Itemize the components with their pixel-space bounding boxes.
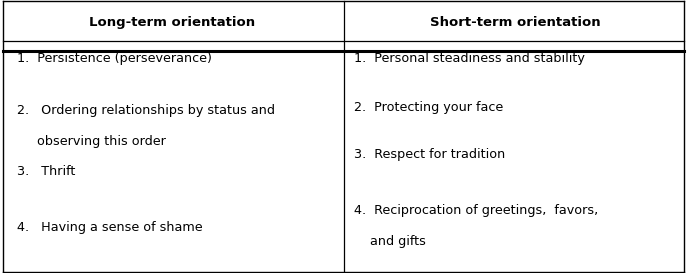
Text: and gifts: and gifts <box>354 235 426 248</box>
Text: Long-term orientation: Long-term orientation <box>89 16 255 29</box>
Text: 4.   Having a sense of shame: 4. Having a sense of shame <box>17 221 203 235</box>
Text: 2.   Ordering relationships by status and: 2. Ordering relationships by status and <box>17 104 275 117</box>
Text: 2.  Protecting your face: 2. Protecting your face <box>354 101 503 114</box>
Text: 3.   Thrift: 3. Thrift <box>17 165 76 179</box>
Text: observing this order: observing this order <box>17 135 166 149</box>
Text: 1.  Personal steadiness and stability: 1. Personal steadiness and stability <box>354 52 585 65</box>
Text: 4.  Reciprocation of greetings,  favors,: 4. Reciprocation of greetings, favors, <box>354 204 598 217</box>
Text: 1.  Persistence (perseverance): 1. Persistence (perseverance) <box>17 52 212 65</box>
Text: 3.  Respect for tradition: 3. Respect for tradition <box>354 148 505 161</box>
Text: Short-term orientation: Short-term orientation <box>430 16 600 29</box>
